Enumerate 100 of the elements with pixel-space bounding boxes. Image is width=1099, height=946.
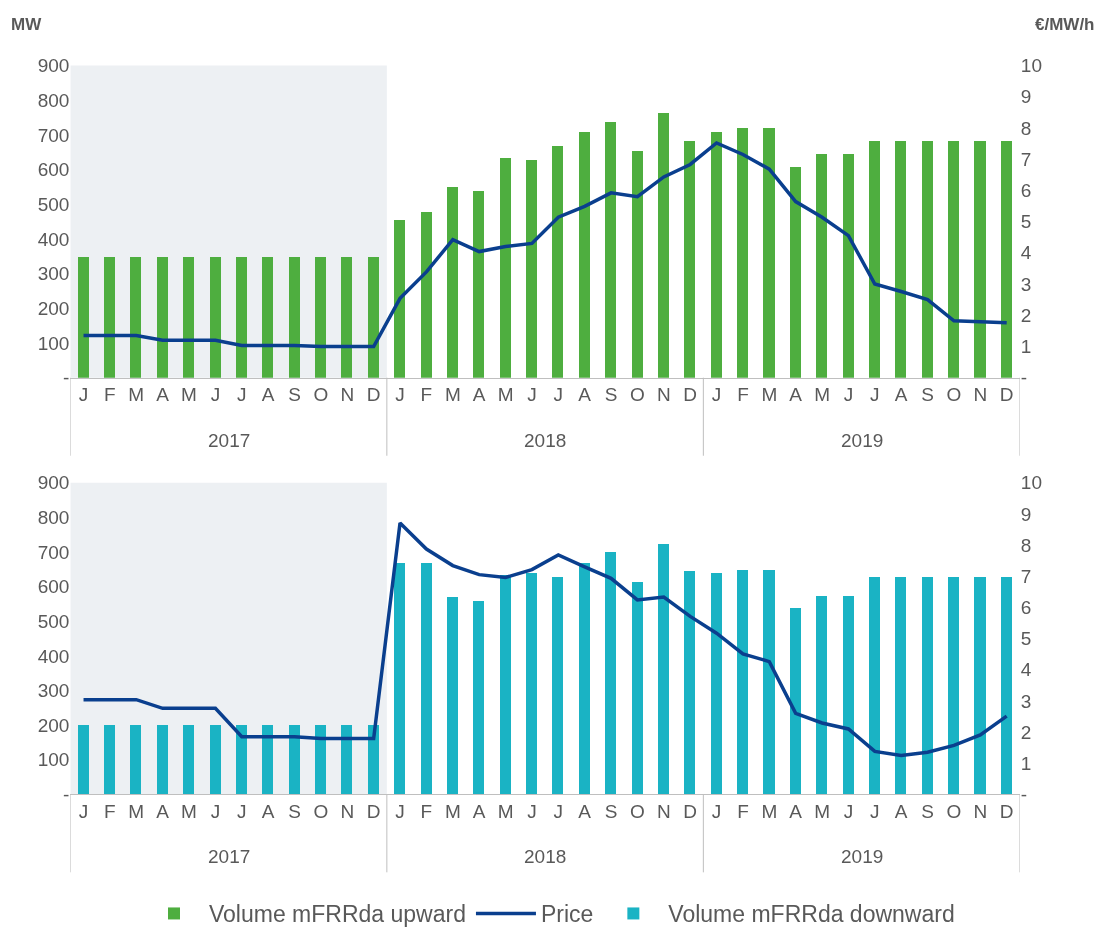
- y-tick-label: 100: [37, 332, 70, 354]
- x-tick-label: N: [340, 801, 355, 823]
- x-tick-label: O: [313, 801, 329, 823]
- x-tick-label: D: [366, 384, 381, 406]
- bar: [315, 256, 327, 378]
- x-tick-label: M: [128, 801, 145, 823]
- y-tick-label: 200: [37, 714, 70, 736]
- x-tick-label: J: [78, 801, 89, 823]
- x-tick-label: M: [181, 384, 197, 406]
- bar: [368, 256, 380, 378]
- x-tick-label: M: [444, 801, 461, 823]
- text: 2019: [841, 846, 884, 867]
- y2-tick-label: 4: [1020, 242, 1032, 264]
- x-tick-label: O: [630, 384, 645, 406]
- bar: [922, 576, 934, 795]
- bar: [104, 724, 116, 795]
- x-tick-label: O: [313, 384, 329, 406]
- x-tick-label: O: [630, 801, 645, 823]
- text: 2017: [208, 430, 251, 451]
- y2-tick-label: -: [1020, 367, 1028, 389]
- bar: [843, 595, 855, 795]
- y-axis-title: MW: [11, 15, 43, 34]
- x-tick-label: J: [395, 384, 405, 406]
- bar: [790, 607, 802, 795]
- x-tick-label: F: [737, 801, 749, 823]
- x-tick-label: M: [497, 801, 514, 823]
- y-tick-label: 300: [37, 680, 70, 702]
- x-tick-label: S: [604, 801, 618, 823]
- y-tick-label: 400: [37, 228, 70, 250]
- text: 2017: [208, 846, 251, 867]
- bar: [262, 256, 274, 378]
- legend-label: Volume mFRRda upward: [209, 901, 466, 928]
- bar: [421, 211, 433, 378]
- bar: [183, 256, 195, 378]
- bar: [210, 256, 222, 378]
- bar: [737, 569, 749, 795]
- x-tick-label: J: [843, 384, 854, 406]
- x-tick-label: S: [288, 384, 301, 406]
- bar: [711, 572, 723, 795]
- x-tick-label: A: [789, 801, 803, 823]
- bar: [368, 724, 380, 795]
- y2-tick-label: 7: [1020, 148, 1032, 170]
- x-tick-label: J: [210, 801, 221, 823]
- bar: [447, 186, 459, 378]
- bar: [737, 127, 749, 378]
- x-tick-label: S: [921, 384, 934, 406]
- bar: [605, 121, 617, 378]
- x-tick-label: A: [261, 384, 275, 406]
- bar: [341, 724, 353, 795]
- bar: [394, 562, 406, 795]
- bar: [236, 256, 248, 378]
- x-tick-label: A: [156, 801, 170, 823]
- y2-tick-label: 1: [1020, 336, 1032, 358]
- bar: [711, 131, 723, 378]
- y-tick-label: 500: [37, 610, 70, 632]
- line-series: [81, 521, 1009, 758]
- x-tick-label: A: [578, 801, 592, 823]
- x-tick-label: M: [761, 801, 778, 823]
- bar: [526, 159, 538, 378]
- bar: [289, 256, 301, 378]
- bar: [447, 596, 459, 795]
- x-tick-label: F: [104, 384, 116, 406]
- bar: [843, 153, 855, 378]
- y2-tick-label: 8: [1020, 534, 1032, 556]
- y-tick-label: 900: [37, 472, 70, 494]
- bar: [341, 256, 353, 378]
- x-tick-label: O: [946, 384, 962, 406]
- y-tick-label: 800: [37, 89, 70, 111]
- y2-tick-label: 7: [1020, 565, 1032, 587]
- bar: [130, 256, 142, 378]
- bar: [948, 140, 960, 378]
- x-tick-label: A: [894, 384, 908, 406]
- bar: [473, 600, 485, 795]
- bar: [974, 576, 987, 795]
- bar: [632, 581, 644, 795]
- y2-tick-label: 1: [1020, 752, 1032, 774]
- x-tick-label: J: [527, 801, 537, 823]
- x-tick-label: S: [604, 384, 618, 406]
- bar: [632, 150, 644, 378]
- y2-tick-label: 3: [1020, 273, 1032, 295]
- y2-tick-label: 8: [1020, 117, 1032, 139]
- bar: [948, 576, 960, 795]
- bar: [658, 112, 670, 378]
- bar: [790, 166, 802, 378]
- y-tick-label: -: [63, 367, 70, 389]
- x-tick-label: A: [261, 801, 275, 823]
- text: 2019: [841, 430, 884, 451]
- x-tick-label: F: [104, 801, 116, 823]
- y-tick-label: 600: [37, 576, 70, 598]
- y2-tick-label: 2: [1020, 721, 1032, 743]
- y2-tick-label: 5: [1020, 628, 1032, 650]
- y-tick-label: 100: [37, 749, 70, 771]
- bar: [210, 724, 222, 795]
- text: 2018: [524, 846, 567, 867]
- x-tick-label: N: [340, 384, 355, 406]
- y2-axis-title: €/MW/h: [1035, 15, 1095, 34]
- bar: [262, 724, 274, 795]
- bar: [684, 570, 696, 795]
- y2-tick-label: -: [1020, 784, 1028, 806]
- bar: [922, 140, 934, 378]
